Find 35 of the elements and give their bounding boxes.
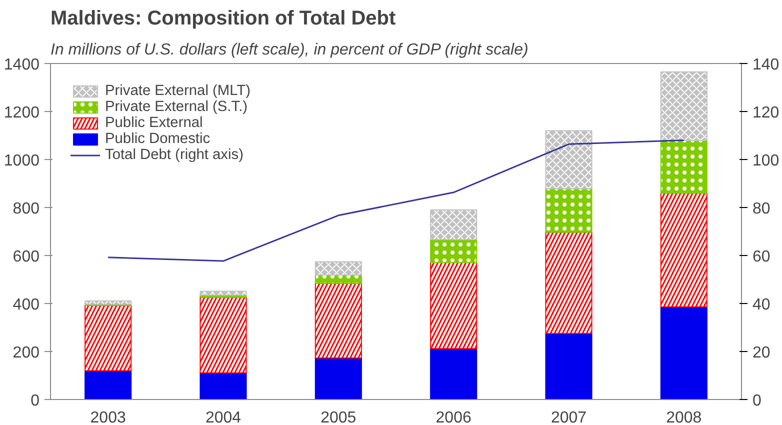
legend-label: Private External (MLT) <box>105 83 251 99</box>
y-tick-label: 400 <box>12 296 40 314</box>
chart-title: Maldives: Composition of Total Debt <box>50 8 396 30</box>
bar <box>660 306 708 400</box>
legend-label: Public External <box>105 115 203 131</box>
x-tick-label: 2007 <box>550 410 587 425</box>
bar <box>545 333 592 400</box>
y2-tick-label: 0 <box>752 392 762 410</box>
x-tick-label: 2008 <box>666 410 702 425</box>
bar <box>84 370 132 400</box>
x-tick-label: 2004 <box>205 410 242 425</box>
y2-tick-label: 100 <box>752 152 780 170</box>
y-tick-label: 0 <box>30 392 40 410</box>
y-tick-label: 1000 <box>4 152 40 170</box>
legend-label: Private External (S.T.) <box>105 99 248 115</box>
y2-tick-label: 20 <box>752 344 770 362</box>
y-tick-label: 600 <box>12 248 40 266</box>
legend-label: Public Domestic <box>105 131 210 147</box>
y2-tick-label: 40 <box>752 296 770 314</box>
y-tick-label: 200 <box>12 344 40 362</box>
bar <box>200 372 247 400</box>
legend-label: Total Debt (right axis) <box>105 147 244 163</box>
y2-tick-label: 80 <box>752 200 770 218</box>
y2-tick-label: 140 <box>752 56 780 74</box>
y-tick-label: 800 <box>12 200 40 218</box>
y-tick-label: 1200 <box>4 104 40 122</box>
chart-subtitle: In millions of U.S. dollars (left scale), in percent of GDP (right scale) <box>50 42 528 58</box>
y2-tick-label: 120 <box>752 104 780 122</box>
bar <box>314 357 362 400</box>
x-tick-label: 2005 <box>320 410 356 425</box>
x-tick-label: 2003 <box>90 410 126 425</box>
bar <box>430 348 478 400</box>
y-tick-label: 1400 <box>4 56 40 74</box>
x-tick-label: 2006 <box>436 410 472 425</box>
y2-tick-label: 60 <box>752 248 770 266</box>
